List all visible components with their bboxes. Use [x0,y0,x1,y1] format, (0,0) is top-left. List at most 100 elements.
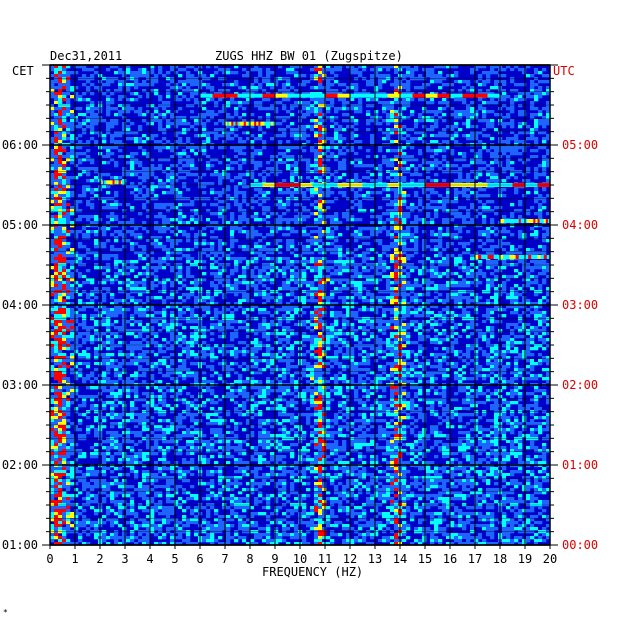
heatmap-cell [194,245,199,249]
heatmap-cell [90,206,95,210]
heatmap-cell [250,233,255,237]
heatmap-cell [58,83,63,87]
heatmap-cell [330,128,335,132]
heatmap-cell [470,71,475,75]
heatmap-cell [314,68,319,72]
heatmap-cell [494,281,499,285]
heatmap-cell [142,80,147,84]
heatmap-cell [266,257,271,261]
heatmap-cell [286,164,291,168]
heatmap-cell [310,146,315,150]
heatmap-cell [490,200,495,204]
heatmap-cell [446,65,451,69]
heatmap-cell [538,146,543,150]
heatmap-cell [314,218,319,222]
heatmap-cell [306,158,311,162]
heatmap-cell [54,95,59,99]
heatmap-cell [490,260,495,264]
heatmap-cell [74,119,79,123]
heatmap-cell [58,239,63,243]
heatmap-cell [194,167,199,171]
heatmap-cell [174,242,179,246]
heatmap-cell [386,122,391,126]
heatmap-cell [442,197,447,201]
heatmap-cell [302,113,307,117]
heatmap-cell [282,146,287,150]
heatmap-cell [510,275,515,279]
heatmap-cell [258,152,263,156]
heatmap-cell [206,83,211,87]
heatmap-cell [386,128,391,132]
heatmap-cell [454,275,459,279]
heatmap-cell [262,209,267,213]
heatmap-cell [278,65,283,69]
heatmap-cell [206,131,211,135]
heatmap-cell [90,293,95,297]
heatmap-cell [358,236,363,240]
heatmap-cell [290,71,295,75]
heatmap-cell [370,146,375,150]
heatmap-cell [214,293,219,297]
heatmap-cell [470,101,475,105]
heatmap-cell [330,68,335,72]
heatmap-cell [218,89,223,93]
heatmap-cell [362,68,367,72]
heatmap-cell [290,251,295,255]
heatmap-cell [334,92,339,96]
heatmap-cell [362,251,367,255]
heatmap-cell [430,233,435,237]
heatmap-cell [182,119,187,123]
heatmap-cell [282,155,287,159]
heatmap-cell [190,227,195,231]
heatmap-cell [94,254,99,258]
heatmap-cell [154,275,159,279]
heatmap-cell [142,248,147,252]
heatmap-cell [474,65,479,69]
heatmap-cell [430,188,435,192]
heatmap-cell [58,182,63,186]
heatmap-cell [266,125,271,129]
heatmap-cell [186,275,191,279]
heatmap-cell [86,104,91,108]
heatmap-cell [70,263,75,267]
heatmap-cell [166,257,171,261]
heatmap-cell [62,134,67,138]
heatmap-cell [146,167,151,171]
heatmap-cell [54,236,59,240]
heatmap-cell [270,155,275,159]
heatmap-cell [434,65,439,69]
heatmap-cell [338,149,343,153]
heatmap-cell [190,257,195,261]
heatmap-cell [146,275,151,279]
heatmap-cell [62,137,67,141]
heatmap-cell [206,167,211,171]
heatmap-cell [406,68,411,72]
heatmap-cell [230,137,235,141]
heatmap-cell [234,71,239,75]
heatmap-cell [274,80,279,84]
heatmap-cell [122,101,127,105]
heatmap-cell [186,296,191,300]
heatmap-cell [138,188,143,192]
heatmap-cell [442,233,447,237]
heatmap-cell [118,80,123,84]
heatmap-cell [338,293,343,297]
heatmap-cell [422,110,427,114]
heatmap-cell [374,119,379,123]
heatmap-cell [402,230,407,234]
heatmap-cell [166,110,171,114]
heatmap-cell [502,149,507,153]
heatmap-cell [150,182,155,186]
heatmap-cell [278,116,283,120]
heatmap-cell [170,281,175,285]
heatmap-cell [366,197,371,201]
heatmap-cell [110,119,115,123]
heatmap-cell [106,278,111,282]
heatmap-cell [66,155,71,159]
heatmap-cell [370,137,375,141]
heatmap-cell [286,266,291,270]
heatmap-cell [342,164,347,168]
heatmap-cell [538,68,543,72]
heatmap-cell [50,155,55,159]
heatmap-cell [154,236,159,240]
